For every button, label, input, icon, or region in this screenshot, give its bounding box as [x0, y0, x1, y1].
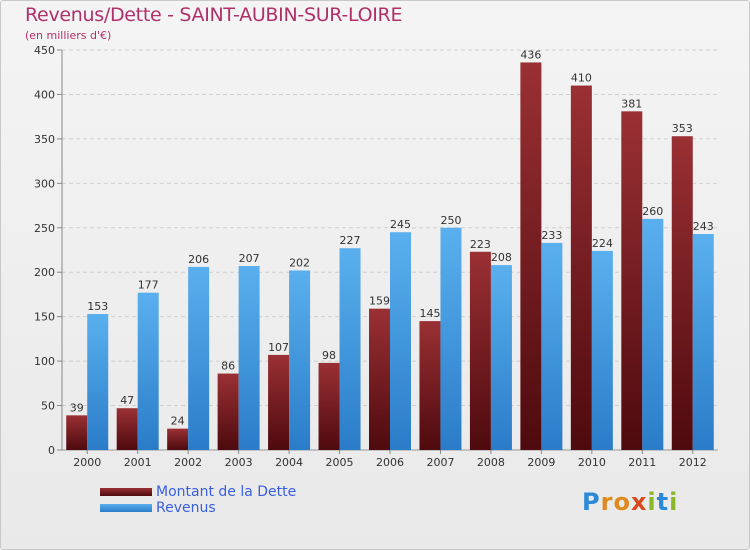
x-tick-label: 2003: [225, 456, 253, 469]
x-tick-label: 2004: [275, 456, 303, 469]
legend-swatch-dette: [100, 488, 152, 496]
logo-letter: r: [600, 488, 614, 516]
bar-revenus: [591, 250, 613, 450]
x-tick-label: 2010: [578, 456, 606, 469]
y-tick-label: 50: [41, 400, 55, 413]
legend-swatch-revenus: [100, 504, 152, 512]
data-label-revenus: 224: [592, 237, 613, 250]
y-tick-label: 100: [34, 355, 55, 368]
x-tick-label: 2008: [477, 456, 505, 469]
data-label-revenus: 207: [239, 252, 260, 265]
data-label-revenus: 233: [541, 229, 562, 242]
y-tick-label: 150: [34, 311, 55, 324]
x-tick-label: 2009: [527, 456, 555, 469]
bar-revenus: [238, 266, 260, 450]
legend-label-dette: Montant de la Dette: [156, 484, 297, 500]
bar-revenus: [188, 266, 210, 450]
bar-revenus: [490, 265, 512, 450]
data-label-revenus: 243: [693, 220, 714, 233]
data-label-revenus: 245: [390, 218, 411, 231]
data-label-revenus: 206: [188, 253, 209, 266]
data-label-dette: 24: [171, 415, 185, 428]
bar-dette: [621, 111, 643, 450]
x-tick-label: 2001: [124, 456, 152, 469]
data-label-dette: 436: [520, 48, 541, 61]
data-label-dette: 107: [268, 341, 289, 354]
y-tick-label: 400: [34, 88, 55, 101]
chart-subtitle: (en milliers d'€): [25, 29, 112, 42]
x-tick-label: 2012: [679, 456, 707, 469]
bar-dette: [419, 321, 441, 450]
bar-revenus: [289, 270, 311, 450]
data-label-dette: 98: [322, 349, 336, 362]
data-label-revenus: 250: [440, 214, 461, 227]
data-label-revenus: 208: [491, 251, 512, 264]
bar-revenus: [87, 314, 109, 450]
bar-dette: [116, 408, 138, 450]
x-tick-label: 2005: [326, 456, 354, 469]
bar-dette: [469, 251, 491, 450]
bar-dette: [520, 62, 542, 450]
x-tick-label: 2011: [628, 456, 656, 469]
bar-revenus: [541, 242, 563, 450]
bar-revenus: [692, 234, 714, 450]
logo-letter: i: [647, 488, 657, 516]
data-label-dette: 39: [70, 401, 84, 414]
legend-label-revenus: Revenus: [156, 500, 216, 516]
y-tick-label: 250: [34, 222, 55, 235]
data-label-dette: 410: [571, 72, 592, 85]
bar-dette: [268, 354, 290, 450]
x-tick-label: 2007: [426, 456, 454, 469]
logo-letter: t: [656, 488, 670, 516]
data-label-revenus: 260: [642, 205, 663, 218]
logo-letter: P: [582, 488, 601, 516]
y-tick-label: 450: [34, 44, 55, 57]
data-label-dette: 223: [470, 238, 491, 251]
data-label-dette: 159: [369, 295, 390, 308]
x-tick-label: 2000: [73, 456, 101, 469]
bar-dette: [66, 415, 88, 450]
data-label-dette: 47: [120, 394, 134, 407]
bar-dette: [570, 85, 592, 451]
x-tick-label: 2002: [174, 456, 202, 469]
x-tick-label: 2006: [376, 456, 404, 469]
data-label-dette: 353: [672, 122, 693, 135]
bar-revenus: [390, 232, 411, 450]
bar-dette: [369, 308, 390, 450]
data-label-dette: 86: [221, 360, 235, 373]
bar-dette: [217, 373, 239, 450]
proxiti-logo: Proxiti: [582, 488, 678, 516]
bar-revenus: [137, 292, 159, 450]
chart-title: Revenus/Dette - SAINT-AUBIN-SUR-LOIRE: [25, 4, 403, 26]
logo-letter: x: [630, 488, 648, 516]
data-label-revenus: 202: [289, 256, 310, 269]
data-label-dette: 145: [419, 307, 440, 320]
bar-revenus: [339, 248, 361, 450]
bar-dette: [167, 428, 189, 450]
y-tick-label: 200: [34, 266, 55, 279]
y-tick-label: 0: [48, 444, 55, 457]
y-tick-label: 300: [34, 177, 55, 190]
logo-letter: o: [613, 488, 631, 516]
data-label-revenus: 227: [340, 234, 361, 247]
bar-dette: [671, 136, 693, 450]
data-label-revenus: 177: [138, 279, 159, 292]
bar-revenus: [440, 227, 462, 450]
bar-dette: [318, 362, 340, 450]
data-label-revenus: 153: [87, 300, 108, 313]
y-tick-label: 350: [34, 133, 55, 146]
data-label-dette: 381: [621, 97, 642, 110]
logo-letter: i: [669, 488, 679, 516]
bar-revenus: [642, 218, 664, 450]
